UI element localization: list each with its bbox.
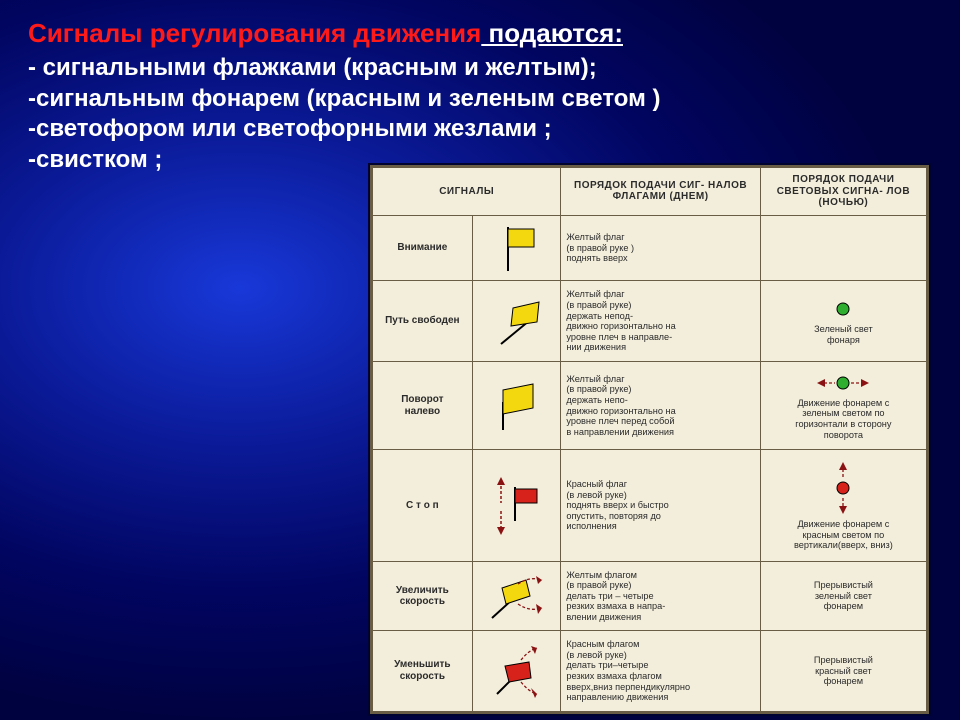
night-description	[760, 215, 926, 281]
flag-icon	[478, 223, 556, 273]
night-description: Прерывистыйкрасный светфонарем	[760, 630, 926, 711]
table-row: Поворотналево Желтый флаг(в правой руке)…	[373, 362, 927, 450]
signals-table: СИГНАЛЫ ПОРЯДОК ПОДАЧИ СИГ- НАЛОВ ФЛАГАМ…	[370, 165, 929, 714]
table-row: Увеличитьскорость Желтым флагом(в правой…	[373, 562, 927, 631]
flag-icon	[478, 380, 556, 432]
day-description: Красный флаг(в левой руке)поднять вверх …	[561, 449, 760, 561]
day-description: Желтый флаг(в правой руке )поднять вверх	[561, 215, 760, 281]
lantern-icon	[766, 371, 921, 395]
table-row: Внимание Желтый флаг(в правой руке )подн…	[373, 215, 927, 281]
lantern-icon	[766, 297, 921, 321]
bullet-2: -сигнальным фонарем (красным и зеленым с…	[28, 84, 932, 115]
title: Сигналы регулирования движения подаются:	[28, 18, 932, 49]
day-description: Красным флагом(в левой руке)делать три–ч…	[561, 630, 760, 711]
flag-icon	[478, 296, 556, 346]
signal-label: Внимание	[373, 215, 473, 281]
flag-icon-cell	[472, 562, 561, 631]
flag-icon-cell	[472, 630, 561, 711]
signal-label: Поворотналево	[373, 362, 473, 450]
night-description: Движение фонарем скрасным светом поверти…	[760, 449, 926, 561]
flag-icon-cell	[472, 362, 561, 450]
header-text: Сигналы регулирования движения подаются:…	[28, 18, 932, 176]
night-description: Движение фонарем сзеленым светом погориз…	[760, 362, 926, 450]
lantern-icon	[766, 460, 921, 516]
signal-label: Путь свободен	[373, 281, 473, 362]
signal-label: Увеличитьскорость	[373, 562, 473, 631]
signal-label: Уменьшитьскорость	[373, 630, 473, 711]
title-red: Сигналы регулирования движения	[28, 18, 481, 48]
table-header-row: СИГНАЛЫ ПОРЯДОК ПОДАЧИ СИГ- НАЛОВ ФЛАГАМ…	[373, 168, 927, 216]
title-white: подаются:	[481, 18, 623, 48]
day-description: Желтый флаг(в правой руке)держать непо-д…	[561, 362, 760, 450]
flag-icon	[478, 475, 556, 537]
table-row: С т о п Красный флаг(в левой руке)поднят…	[373, 449, 927, 561]
bullet-1: - сигнальными флажками (красным и желтым…	[28, 53, 932, 84]
table-row: Уменьшитьскорость Красным флагом(в левой…	[373, 630, 927, 711]
signal-label: С т о п	[373, 449, 473, 561]
flag-icon-cell	[472, 215, 561, 281]
hdr-night: ПОРЯДОК ПОДАЧИ СВЕТОВЫХ СИГНА- ЛОВ (НОЧЬ…	[760, 168, 926, 216]
bullet-3: -светофором или светофорными жезлами ;	[28, 114, 932, 145]
hdr-signals: СИГНАЛЫ	[373, 168, 561, 216]
flag-icon	[478, 642, 556, 700]
night-description: Зеленый светфонаря	[760, 281, 926, 362]
day-description: Желтый флаг(в правой руке)держать непод-…	[561, 281, 760, 362]
hdr-day: ПОРЯДОК ПОДАЧИ СИГ- НАЛОВ ФЛАГАМИ (ДНЕМ)	[561, 168, 760, 216]
night-description: Прерывистыйзеленый светфонарем	[760, 562, 926, 631]
day-description: Желтым флагом(в правой руке)делать три –…	[561, 562, 760, 631]
flag-icon	[478, 570, 556, 622]
flag-icon-cell	[472, 449, 561, 561]
table-row: Путь свободен Желтый флаг(в правой руке)…	[373, 281, 927, 362]
flag-icon-cell	[472, 281, 561, 362]
